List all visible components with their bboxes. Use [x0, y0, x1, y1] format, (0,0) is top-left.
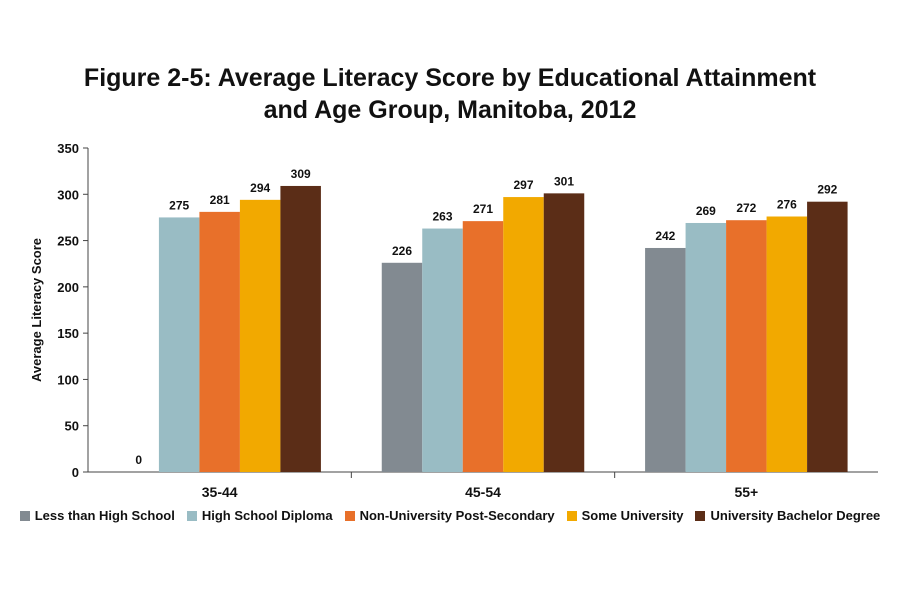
y-tick-label: 300	[57, 187, 79, 202]
legend-label: Less than High School	[34, 508, 175, 523]
x-tick-label: 45-54	[465, 484, 501, 500]
data-label: 292	[817, 183, 837, 197]
legend-item: High School Diploma	[186, 508, 333, 523]
y-tick-label: 200	[57, 280, 79, 295]
legend-label: Some University	[581, 508, 684, 523]
legend-item: Some University	[566, 508, 684, 523]
data-label: 0	[135, 453, 142, 467]
y-tick-label: 350	[57, 141, 79, 156]
legend-swatch	[19, 510, 30, 521]
bar	[462, 221, 504, 472]
legend-swatch	[344, 510, 355, 521]
chart-title-line-1: Figure 2-5: Average Literacy Score by Ed…	[83, 64, 817, 92]
x-tick-label: 35-44	[202, 484, 238, 500]
bar	[381, 262, 423, 472]
data-label: 297	[513, 178, 533, 192]
legend-label: High School Diploma	[201, 508, 333, 523]
bar	[158, 217, 200, 472]
legend-swatch	[695, 510, 706, 521]
y-tick-label: 50	[65, 419, 79, 434]
bar	[543, 193, 585, 473]
data-label: 263	[432, 210, 452, 224]
data-label: 269	[696, 204, 716, 218]
bar	[645, 247, 686, 472]
legend-item: Non-University Post-Secondary	[344, 508, 555, 523]
chart-title-line-2: and Age Group, Manitoba, 2012	[263, 96, 637, 124]
bar	[280, 185, 321, 472]
data-label: 276	[777, 198, 797, 212]
bar	[503, 197, 544, 472]
data-label: 281	[210, 193, 230, 207]
legend-item: University Bachelor Degree	[695, 508, 880, 523]
data-label: 226	[392, 244, 412, 258]
legend-label: University Bachelor Degree	[710, 508, 881, 523]
y-tick-label: 100	[57, 372, 79, 387]
y-tick-label: 0	[72, 465, 79, 480]
data-label: 242	[655, 229, 675, 243]
legend-swatch	[186, 510, 197, 521]
data-label: 275	[169, 198, 189, 212]
data-label: 271	[473, 202, 493, 216]
legend-label: Non-University Post-Secondary	[359, 508, 555, 523]
x-tick-label: 55+	[734, 484, 758, 500]
data-label: 309	[291, 167, 311, 181]
data-label: 272	[736, 201, 756, 215]
y-axis-label: Average Literacy Score	[29, 238, 44, 382]
data-label: 301	[554, 174, 574, 188]
legend-swatch	[566, 510, 577, 521]
bar	[685, 222, 727, 472]
bar	[239, 199, 281, 472]
bar	[766, 216, 808, 472]
legend-item: Less than High School	[19, 508, 175, 523]
data-label: 294	[250, 181, 270, 195]
legend: Less than High School High School Diploma…	[0, 508, 900, 523]
y-tick-label: 150	[57, 326, 79, 341]
bar	[807, 201, 848, 473]
bar	[726, 220, 767, 472]
y-tick-label: 250	[57, 234, 79, 249]
bar	[199, 211, 240, 473]
bar	[422, 228, 463, 472]
